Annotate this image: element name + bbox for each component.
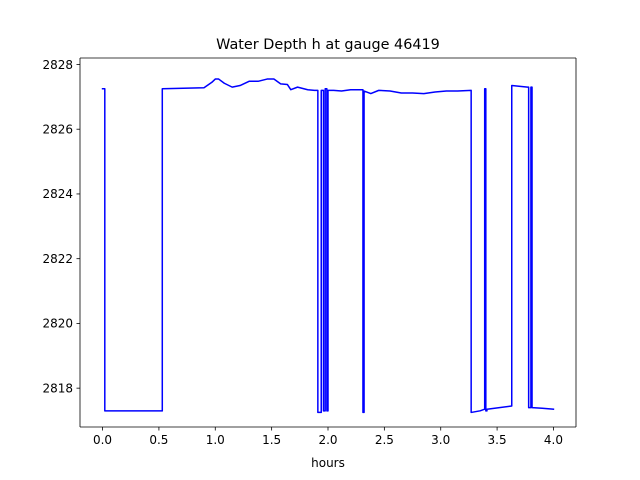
x-tick-label: 0.5 bbox=[149, 433, 168, 447]
y-tick-label: 2820 bbox=[42, 317, 73, 331]
x-tick-label: 2.0 bbox=[318, 433, 337, 447]
y-tick-label: 2828 bbox=[42, 58, 73, 72]
y-tick-label: 2818 bbox=[42, 381, 73, 395]
y-tick-label: 2826 bbox=[42, 123, 73, 137]
x-axis-ticks: 0.0 0.5 1.0 1.5 2.0 2.5 3.0 3.5 4.0 bbox=[93, 427, 563, 447]
chart-title: Water Depth h at gauge 46419 bbox=[216, 37, 440, 53]
series-line-0 bbox=[101, 78, 555, 414]
y-axis-ticks: 2818 2820 2822 2824 2826 2828 bbox=[42, 58, 80, 395]
x-tick-label: 3.0 bbox=[431, 433, 450, 447]
data-layer bbox=[101, 78, 555, 414]
x-tick-label: 1.5 bbox=[262, 433, 281, 447]
y-tick-label: 2822 bbox=[42, 252, 73, 266]
x-tick-label: 2.5 bbox=[375, 433, 394, 447]
x-tick-label: 0.0 bbox=[93, 433, 112, 447]
x-axis-title: hours bbox=[311, 456, 345, 470]
y-tick-label: 2824 bbox=[42, 187, 73, 201]
x-tick-label: 1.0 bbox=[206, 433, 225, 447]
x-tick-label: 4.0 bbox=[544, 433, 563, 447]
x-tick-label: 3.5 bbox=[488, 433, 507, 447]
